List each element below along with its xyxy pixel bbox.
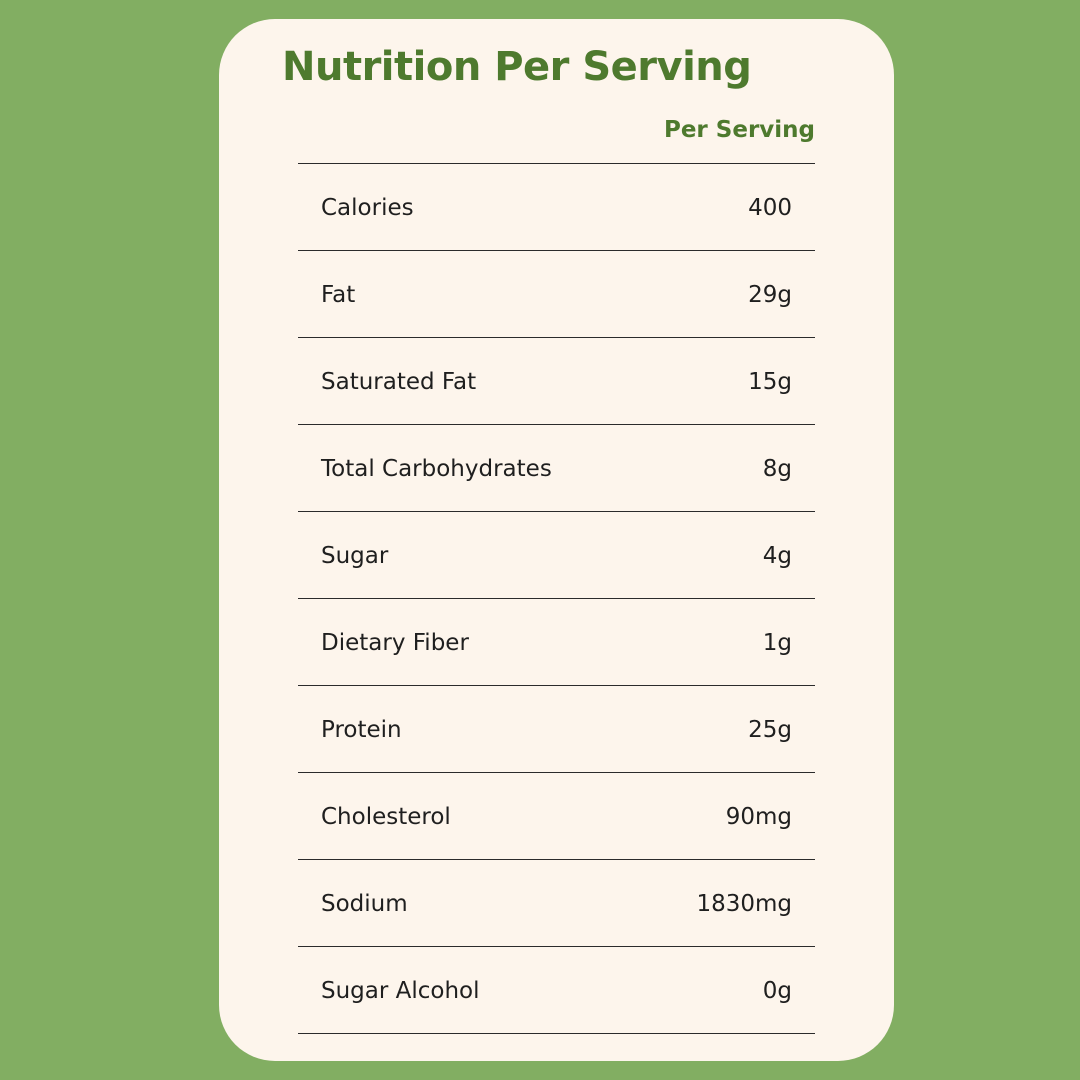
nutrient-value: 25g [748, 717, 792, 743]
page-title: Nutrition Per Serving [282, 44, 752, 90]
nutrition-row-fat: Fat 29g [298, 251, 815, 338]
nutrient-value: 400 [748, 195, 792, 221]
nutrient-label: Protein [321, 717, 402, 743]
nutrition-row-sugar: Sugar 4g [298, 512, 815, 599]
nutrient-value: 0g [762, 978, 792, 1004]
nutrient-label: Sugar [321, 543, 389, 569]
nutrition-row-saturated-fat: Saturated Fat 15g [298, 338, 815, 425]
nutrition-card: Nutrition Per Serving Per Serving Calori… [219, 19, 894, 1061]
nutrient-label: Saturated Fat [321, 369, 477, 395]
nutrient-label: Sugar Alcohol [321, 978, 480, 1004]
nutrient-value: 1830mg [696, 891, 792, 917]
nutrient-label: Sodium [321, 891, 408, 917]
nutrition-row-dietary-fiber: Dietary Fiber 1g [298, 599, 815, 686]
per-serving-column-header: Per Serving [663, 117, 815, 143]
nutrient-value: 29g [748, 282, 792, 308]
nutrition-row-total-carbohydrates: Total Carbohydrates 8g [298, 425, 815, 512]
nutrition-row-sodium: Sodium 1830mg [298, 860, 815, 947]
nutrient-value: 90mg [725, 804, 792, 830]
nutrient-label: Dietary Fiber [321, 630, 469, 656]
nutrition-row-calories: Calories 400 [298, 164, 815, 251]
nutrient-label: Cholesterol [321, 804, 451, 830]
nutrient-value: 4g [762, 543, 792, 569]
nutrition-row-protein: Protein 25g [298, 686, 815, 773]
nutrient-value: 1g [762, 630, 792, 656]
nutrient-value: 15g [748, 369, 792, 395]
nutrition-table: Calories 400 Fat 29g Saturated Fat 15g T… [298, 163, 815, 1034]
nutrient-value: 8g [762, 456, 792, 482]
nutrient-label: Total Carbohydrates [321, 456, 552, 482]
nutrient-label: Fat [321, 282, 356, 308]
nutrient-label: Calories [321, 195, 414, 221]
nutrition-row-sugar-alcohol: Sugar Alcohol 0g [298, 947, 815, 1034]
nutrition-row-cholesterol: Cholesterol 90mg [298, 773, 815, 860]
